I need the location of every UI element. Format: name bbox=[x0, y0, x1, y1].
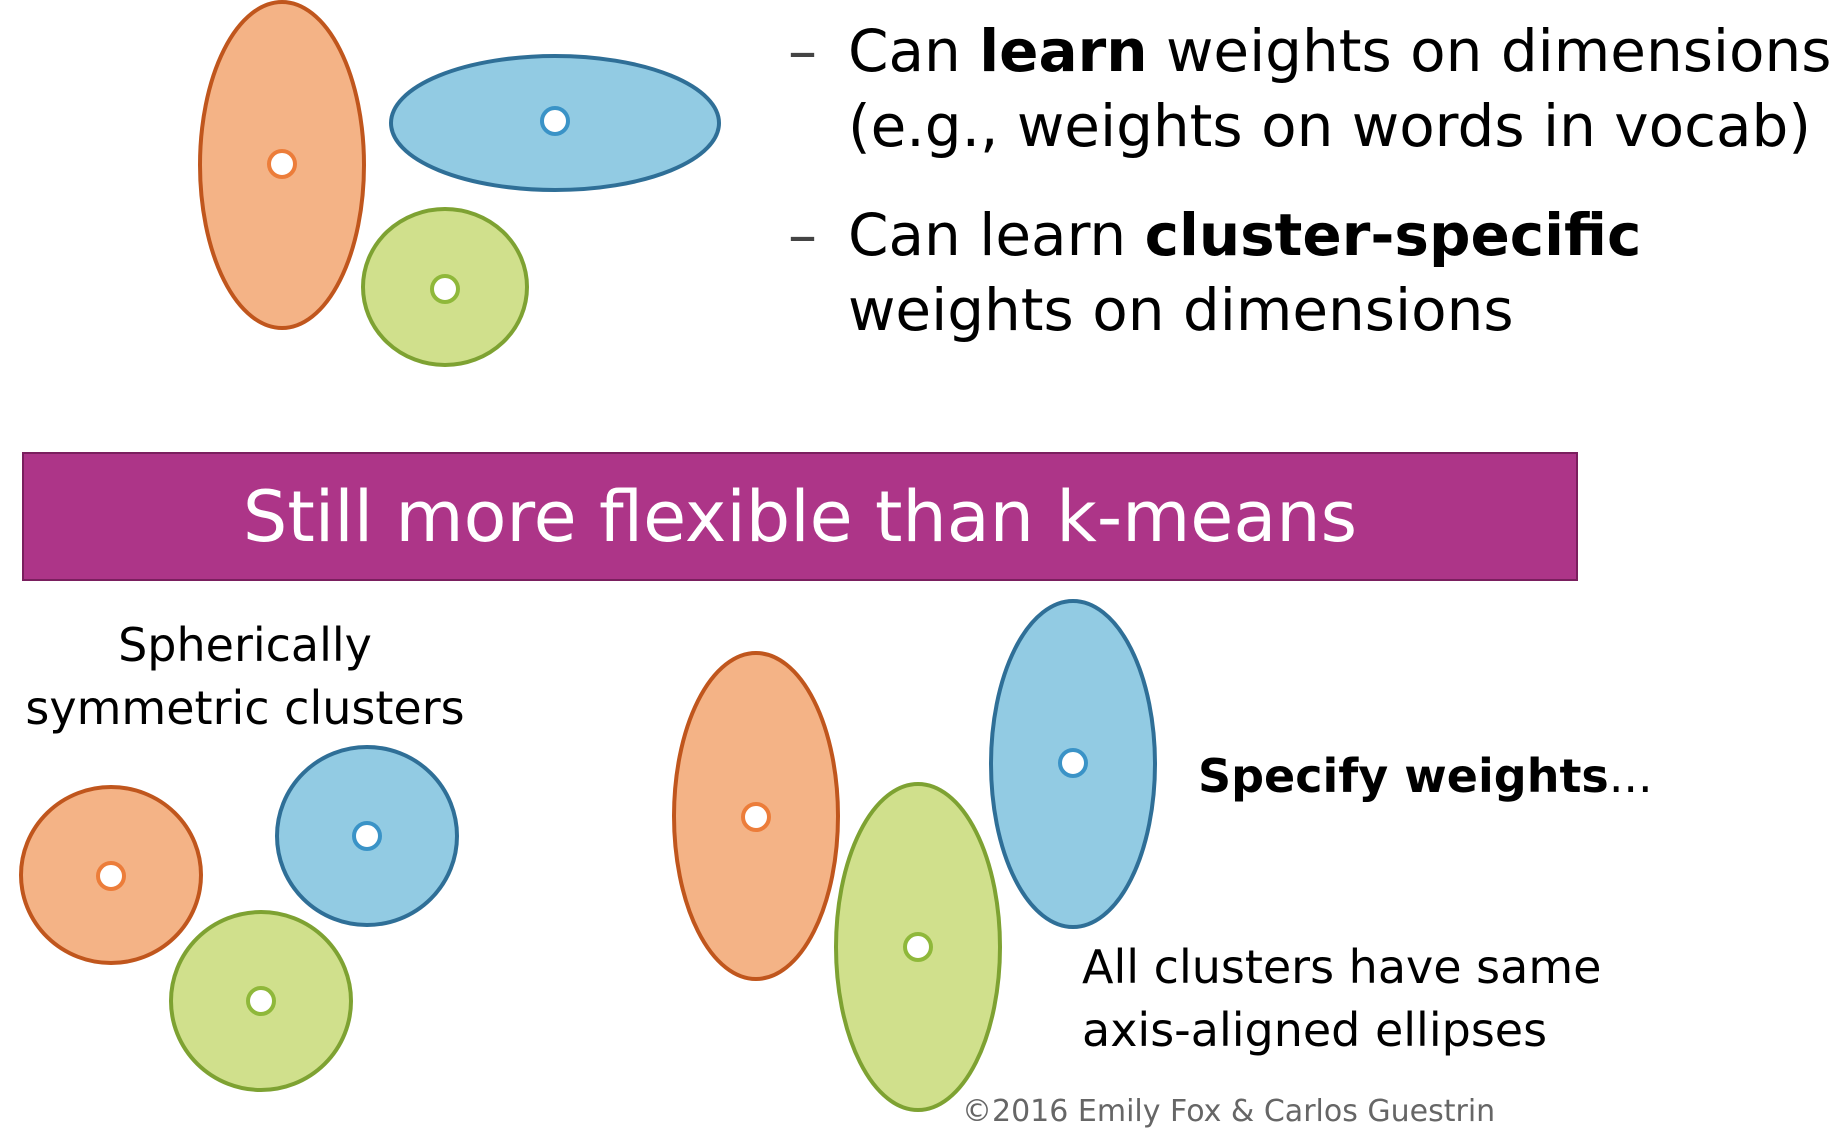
bullet-1-line-2: (e.g., weights on words in vocab) bbox=[848, 92, 1811, 160]
spherical-blue-center bbox=[352, 821, 382, 851]
bullet-dash: – bbox=[788, 201, 817, 269]
spherical-green-center bbox=[246, 986, 276, 1016]
spherical-caption: Spherically symmetric clusters bbox=[14, 614, 476, 740]
spherical-caption-line-2: symmetric clusters bbox=[25, 681, 465, 735]
spherical-orange-center bbox=[96, 861, 126, 891]
axis-aligned-caption: All clusters have same axis-aligned elli… bbox=[1082, 936, 1601, 1062]
bullet-2-line-2: weights on dimensions bbox=[848, 276, 1514, 344]
top-cluster-group bbox=[198, 0, 721, 367]
axis-aligned-caption-line-2: axis-aligned ellipses bbox=[1082, 1003, 1548, 1057]
section-banner: Still more flexible than k-means bbox=[22, 452, 1578, 581]
spherical-cluster-group bbox=[19, 745, 459, 1092]
axis-aligned-caption-line-1: All clusters have same bbox=[1082, 940, 1602, 994]
bullet-2-line-1: Can learn cluster-specific bbox=[848, 201, 1642, 269]
copyright-footer: ©2016 Emily Fox & Carlos Guestrin bbox=[962, 1094, 1496, 1129]
bullet-dash: – bbox=[788, 17, 817, 85]
bullet-learn-weights: – Can learn weights on dimensions (e.g.,… bbox=[788, 14, 1832, 164]
axis-aligned-cluster-group bbox=[672, 599, 1157, 1112]
top-green-center bbox=[430, 274, 460, 304]
specify-weights-caption: Specify weights... bbox=[1198, 749, 1653, 803]
axis-blue-center bbox=[1058, 748, 1088, 778]
bullet-cluster-specific: – Can learn cluster-specific weights on … bbox=[788, 198, 1642, 348]
spherical-caption-line-1: Spherically bbox=[118, 618, 372, 672]
top-orange-center bbox=[267, 149, 297, 179]
axis-green-center bbox=[903, 932, 933, 962]
top-blue-center bbox=[540, 106, 570, 136]
bullet-1-line-1: Can learn weights on dimensions bbox=[848, 17, 1832, 85]
axis-orange-center bbox=[741, 802, 771, 832]
